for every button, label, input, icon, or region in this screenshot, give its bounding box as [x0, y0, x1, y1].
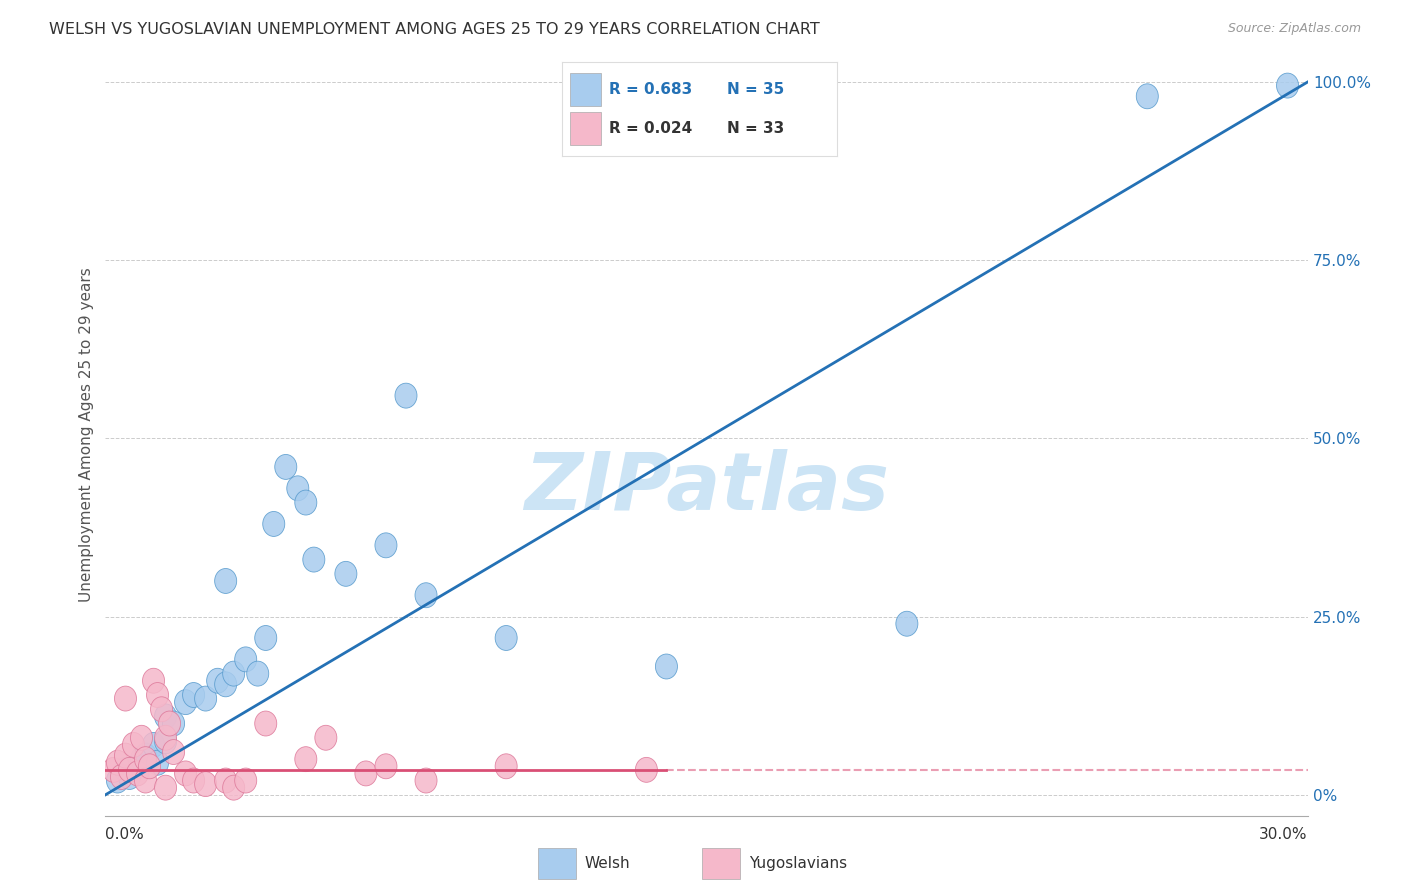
Ellipse shape — [254, 711, 277, 736]
Ellipse shape — [896, 611, 918, 636]
Text: Source: ZipAtlas.com: Source: ZipAtlas.com — [1227, 22, 1361, 36]
Text: ZIPatlas: ZIPatlas — [524, 450, 889, 527]
Ellipse shape — [118, 757, 141, 782]
Ellipse shape — [354, 761, 377, 786]
Ellipse shape — [163, 711, 184, 736]
Ellipse shape — [415, 768, 437, 793]
Ellipse shape — [1277, 73, 1299, 98]
Ellipse shape — [107, 750, 128, 775]
Ellipse shape — [107, 768, 128, 793]
Ellipse shape — [174, 761, 197, 786]
FancyBboxPatch shape — [569, 73, 602, 106]
Ellipse shape — [655, 654, 678, 679]
Ellipse shape — [315, 725, 337, 750]
FancyBboxPatch shape — [569, 112, 602, 145]
Ellipse shape — [135, 768, 156, 793]
Ellipse shape — [495, 754, 517, 779]
Ellipse shape — [495, 625, 517, 650]
Y-axis label: Unemployment Among Ages 25 to 29 years: Unemployment Among Ages 25 to 29 years — [79, 268, 94, 602]
Ellipse shape — [155, 725, 177, 750]
Ellipse shape — [295, 490, 316, 515]
Ellipse shape — [163, 739, 184, 764]
Ellipse shape — [155, 775, 177, 800]
Ellipse shape — [636, 757, 658, 782]
Ellipse shape — [415, 582, 437, 607]
Ellipse shape — [194, 772, 217, 797]
Ellipse shape — [183, 768, 205, 793]
Ellipse shape — [150, 697, 173, 722]
Ellipse shape — [375, 754, 396, 779]
Ellipse shape — [159, 711, 180, 736]
Ellipse shape — [155, 729, 177, 754]
Text: R = 0.683: R = 0.683 — [609, 82, 692, 97]
Ellipse shape — [114, 757, 136, 782]
Text: 0.0%: 0.0% — [105, 827, 145, 842]
Ellipse shape — [295, 747, 316, 772]
Ellipse shape — [215, 672, 236, 697]
Ellipse shape — [135, 747, 156, 772]
Ellipse shape — [118, 764, 141, 789]
Ellipse shape — [254, 625, 277, 650]
Ellipse shape — [183, 682, 205, 707]
Text: Welsh: Welsh — [585, 856, 630, 871]
Text: Yugoslavians: Yugoslavians — [749, 856, 846, 871]
Text: R = 0.024: R = 0.024 — [609, 121, 692, 136]
Text: N = 35: N = 35 — [727, 82, 785, 97]
Ellipse shape — [375, 533, 396, 558]
Ellipse shape — [215, 768, 236, 793]
Ellipse shape — [131, 747, 152, 772]
Ellipse shape — [263, 511, 285, 536]
Ellipse shape — [139, 754, 160, 779]
Ellipse shape — [127, 754, 149, 779]
Ellipse shape — [142, 732, 165, 757]
Ellipse shape — [194, 686, 217, 711]
Ellipse shape — [274, 454, 297, 479]
Ellipse shape — [207, 668, 229, 693]
Ellipse shape — [111, 764, 132, 789]
Ellipse shape — [146, 682, 169, 707]
FancyBboxPatch shape — [702, 847, 741, 880]
Text: 30.0%: 30.0% — [1260, 827, 1308, 842]
Ellipse shape — [222, 661, 245, 686]
Ellipse shape — [395, 384, 418, 409]
Ellipse shape — [155, 704, 177, 729]
Ellipse shape — [146, 750, 169, 775]
Ellipse shape — [246, 661, 269, 686]
Ellipse shape — [142, 668, 165, 693]
Ellipse shape — [222, 775, 245, 800]
Ellipse shape — [114, 743, 136, 768]
Ellipse shape — [122, 732, 145, 757]
Text: WELSH VS YUGOSLAVIAN UNEMPLOYMENT AMONG AGES 25 TO 29 YEARS CORRELATION CHART: WELSH VS YUGOSLAVIAN UNEMPLOYMENT AMONG … — [49, 22, 820, 37]
Ellipse shape — [335, 561, 357, 586]
Ellipse shape — [174, 690, 197, 714]
FancyBboxPatch shape — [537, 847, 576, 880]
Ellipse shape — [1136, 84, 1159, 109]
Ellipse shape — [287, 475, 309, 500]
Ellipse shape — [135, 743, 156, 768]
Ellipse shape — [235, 768, 257, 793]
Ellipse shape — [114, 686, 136, 711]
Ellipse shape — [103, 757, 125, 782]
Ellipse shape — [302, 547, 325, 572]
Ellipse shape — [131, 725, 152, 750]
Ellipse shape — [127, 761, 149, 786]
Ellipse shape — [215, 568, 236, 593]
Ellipse shape — [235, 647, 257, 672]
Text: N = 33: N = 33 — [727, 121, 785, 136]
